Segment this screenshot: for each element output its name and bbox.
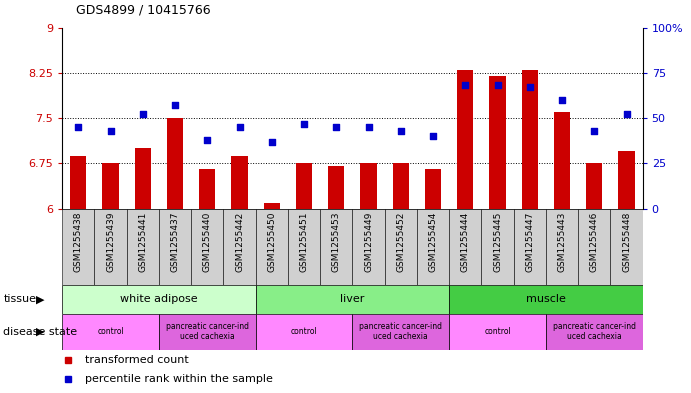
Bar <box>328 166 344 209</box>
Point <box>621 111 632 118</box>
Bar <box>256 314 352 350</box>
Point <box>460 83 471 89</box>
Text: control: control <box>484 327 511 336</box>
Bar <box>102 163 119 209</box>
Point <box>395 128 406 134</box>
Bar <box>385 209 417 285</box>
Bar <box>522 70 538 209</box>
Bar <box>320 209 352 285</box>
Bar <box>256 285 449 314</box>
Text: GSM1255454: GSM1255454 <box>428 212 437 272</box>
Text: muscle: muscle <box>526 294 566 305</box>
Bar <box>62 285 256 314</box>
Text: GSM1255442: GSM1255442 <box>235 212 244 272</box>
Point <box>363 124 374 130</box>
Bar <box>95 209 126 285</box>
Text: GSM1255453: GSM1255453 <box>332 212 341 272</box>
Text: GSM1255441: GSM1255441 <box>138 212 147 272</box>
Bar <box>449 209 482 285</box>
Point <box>234 124 245 130</box>
Bar <box>586 163 603 209</box>
Bar <box>296 163 312 209</box>
Text: ▶: ▶ <box>37 327 45 337</box>
Bar <box>457 70 473 209</box>
Bar <box>167 118 183 209</box>
Bar <box>62 314 159 350</box>
Bar <box>546 209 578 285</box>
Text: white adipose: white adipose <box>120 294 198 305</box>
Text: GSM1255440: GSM1255440 <box>202 212 212 272</box>
Point <box>105 128 116 134</box>
Text: GSM1255450: GSM1255450 <box>267 212 276 272</box>
Bar <box>489 76 506 209</box>
Text: disease state: disease state <box>3 327 77 337</box>
Bar <box>513 209 546 285</box>
Bar <box>199 169 216 209</box>
Bar <box>417 209 449 285</box>
Text: control: control <box>291 327 317 336</box>
Bar <box>264 203 280 209</box>
Bar <box>352 209 385 285</box>
Bar <box>449 285 643 314</box>
Bar <box>231 156 247 209</box>
Bar <box>70 156 86 209</box>
Point <box>524 84 536 90</box>
Text: GDS4899 / 10415766: GDS4899 / 10415766 <box>76 4 211 17</box>
Bar <box>618 151 634 209</box>
Point <box>492 83 503 89</box>
Text: GSM1255448: GSM1255448 <box>622 212 631 272</box>
Bar <box>223 209 256 285</box>
Point <box>73 124 84 130</box>
Text: pancreatic cancer-ind
uced cachexia: pancreatic cancer-ind uced cachexia <box>553 322 636 342</box>
Point <box>428 133 439 140</box>
Bar <box>256 209 288 285</box>
Text: GSM1255451: GSM1255451 <box>299 212 309 272</box>
Text: GSM1255449: GSM1255449 <box>364 212 373 272</box>
Bar <box>191 209 223 285</box>
Text: GSM1255439: GSM1255439 <box>106 212 115 272</box>
Bar <box>361 163 377 209</box>
Text: control: control <box>97 327 124 336</box>
Bar <box>288 209 320 285</box>
Text: ▶: ▶ <box>37 294 45 305</box>
Text: pancreatic cancer-ind
uced cachexia: pancreatic cancer-ind uced cachexia <box>359 322 442 342</box>
Text: GSM1255452: GSM1255452 <box>396 212 406 272</box>
Bar <box>425 169 441 209</box>
Text: GSM1255445: GSM1255445 <box>493 212 502 272</box>
Text: tissue: tissue <box>3 294 37 305</box>
Text: GSM1255437: GSM1255437 <box>171 212 180 272</box>
Bar <box>482 209 513 285</box>
Point <box>138 111 149 118</box>
Bar <box>449 314 546 350</box>
Bar <box>610 209 643 285</box>
Text: liver: liver <box>340 294 365 305</box>
Bar <box>135 148 151 209</box>
Bar <box>392 163 409 209</box>
Bar <box>352 314 449 350</box>
Text: pancreatic cancer-ind
uced cachexia: pancreatic cancer-ind uced cachexia <box>166 322 249 342</box>
Text: GSM1255446: GSM1255446 <box>589 212 599 272</box>
Bar <box>159 209 191 285</box>
Text: transformed count: transformed count <box>86 354 189 365</box>
Point <box>589 128 600 134</box>
Text: GSM1255444: GSM1255444 <box>461 212 470 272</box>
Bar <box>554 112 570 209</box>
Point <box>202 137 213 143</box>
Text: percentile rank within the sample: percentile rank within the sample <box>86 374 273 384</box>
Text: GSM1255438: GSM1255438 <box>74 212 83 272</box>
Point <box>331 124 342 130</box>
Bar <box>126 209 159 285</box>
Point <box>299 120 310 127</box>
Point <box>556 97 567 103</box>
Text: GSM1255447: GSM1255447 <box>525 212 534 272</box>
Bar <box>578 209 610 285</box>
Bar <box>159 314 256 350</box>
Bar <box>546 314 643 350</box>
Bar <box>62 209 95 285</box>
Point <box>169 102 180 108</box>
Point <box>266 138 277 145</box>
Text: GSM1255443: GSM1255443 <box>558 212 567 272</box>
